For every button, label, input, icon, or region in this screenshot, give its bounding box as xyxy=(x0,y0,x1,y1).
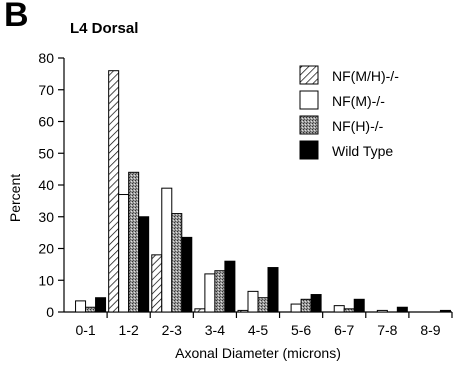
legend-label: NF(M/H)-/- xyxy=(332,68,399,84)
bar xyxy=(171,213,183,313)
bar xyxy=(353,298,365,313)
legend-swatch xyxy=(299,90,319,110)
x-axis-label: Axonal Diameter (microns) xyxy=(175,345,341,361)
x-tick-label: 5-6 xyxy=(291,322,311,338)
y-tick-label: 30 xyxy=(38,209,54,225)
bar xyxy=(310,294,322,313)
bar xyxy=(376,309,388,313)
bar xyxy=(396,306,408,313)
y-tick-label: 0 xyxy=(46,304,54,320)
bar xyxy=(108,70,120,313)
y-tick-label: 50 xyxy=(38,145,54,161)
bar xyxy=(151,254,163,313)
legend: NF(M/H)-/- NF(M)-/- NF(H)-/- Wild Type xyxy=(299,65,399,160)
bar xyxy=(128,171,140,313)
bar xyxy=(290,303,302,313)
y-tick-label: 80 xyxy=(38,50,54,66)
x-tick-label: 6-7 xyxy=(334,322,354,338)
panel-title: L4 Dorsal xyxy=(70,20,139,37)
legend-swatch xyxy=(299,115,319,135)
x-tick-label: 0-1 xyxy=(75,322,95,338)
legend-swatch xyxy=(299,140,319,160)
axes: 0 10 20 30 40 50 60 70 80 0-1 1-2 2-3 3-4 4-5 5-6 6-7 7-… xyxy=(38,50,453,338)
legend-label: Wild Type xyxy=(332,143,393,159)
bars xyxy=(75,70,451,313)
bar xyxy=(237,309,249,313)
bar xyxy=(118,194,130,313)
bar xyxy=(257,297,269,313)
bar xyxy=(214,270,226,313)
bar xyxy=(224,260,236,313)
legend-label: NF(H)-/- xyxy=(332,118,384,134)
legend-swatch xyxy=(299,65,319,85)
bar xyxy=(439,309,451,313)
bar xyxy=(181,236,193,313)
bar xyxy=(75,300,87,313)
y-axis-label: Percent xyxy=(7,174,23,222)
x-tick-label: 4-5 xyxy=(248,322,268,338)
bar xyxy=(204,273,216,313)
x-tick-label: 8-9 xyxy=(420,322,440,338)
bar xyxy=(161,187,173,313)
bar xyxy=(194,308,206,313)
y-tick-label: 60 xyxy=(38,114,54,130)
bar xyxy=(95,297,107,313)
panel-letter: B xyxy=(4,0,29,34)
bar xyxy=(247,290,259,313)
bar xyxy=(333,305,345,313)
legend-label: NF(M)-/- xyxy=(332,93,385,109)
x-tick-label: 2-3 xyxy=(162,322,182,338)
x-tick-label: 7-8 xyxy=(377,322,397,338)
bar xyxy=(138,216,150,313)
bar xyxy=(267,267,279,313)
bar xyxy=(343,308,355,313)
y-tick-label: 10 xyxy=(38,272,54,288)
y-tick-label: 40 xyxy=(38,177,54,193)
y-tick-label: 20 xyxy=(38,241,54,257)
bar xyxy=(300,298,312,313)
y-tick-label: 70 xyxy=(38,82,54,98)
bar xyxy=(85,306,97,313)
x-tick-label: 3-4 xyxy=(205,322,225,338)
x-tick-label: 1-2 xyxy=(119,322,139,338)
